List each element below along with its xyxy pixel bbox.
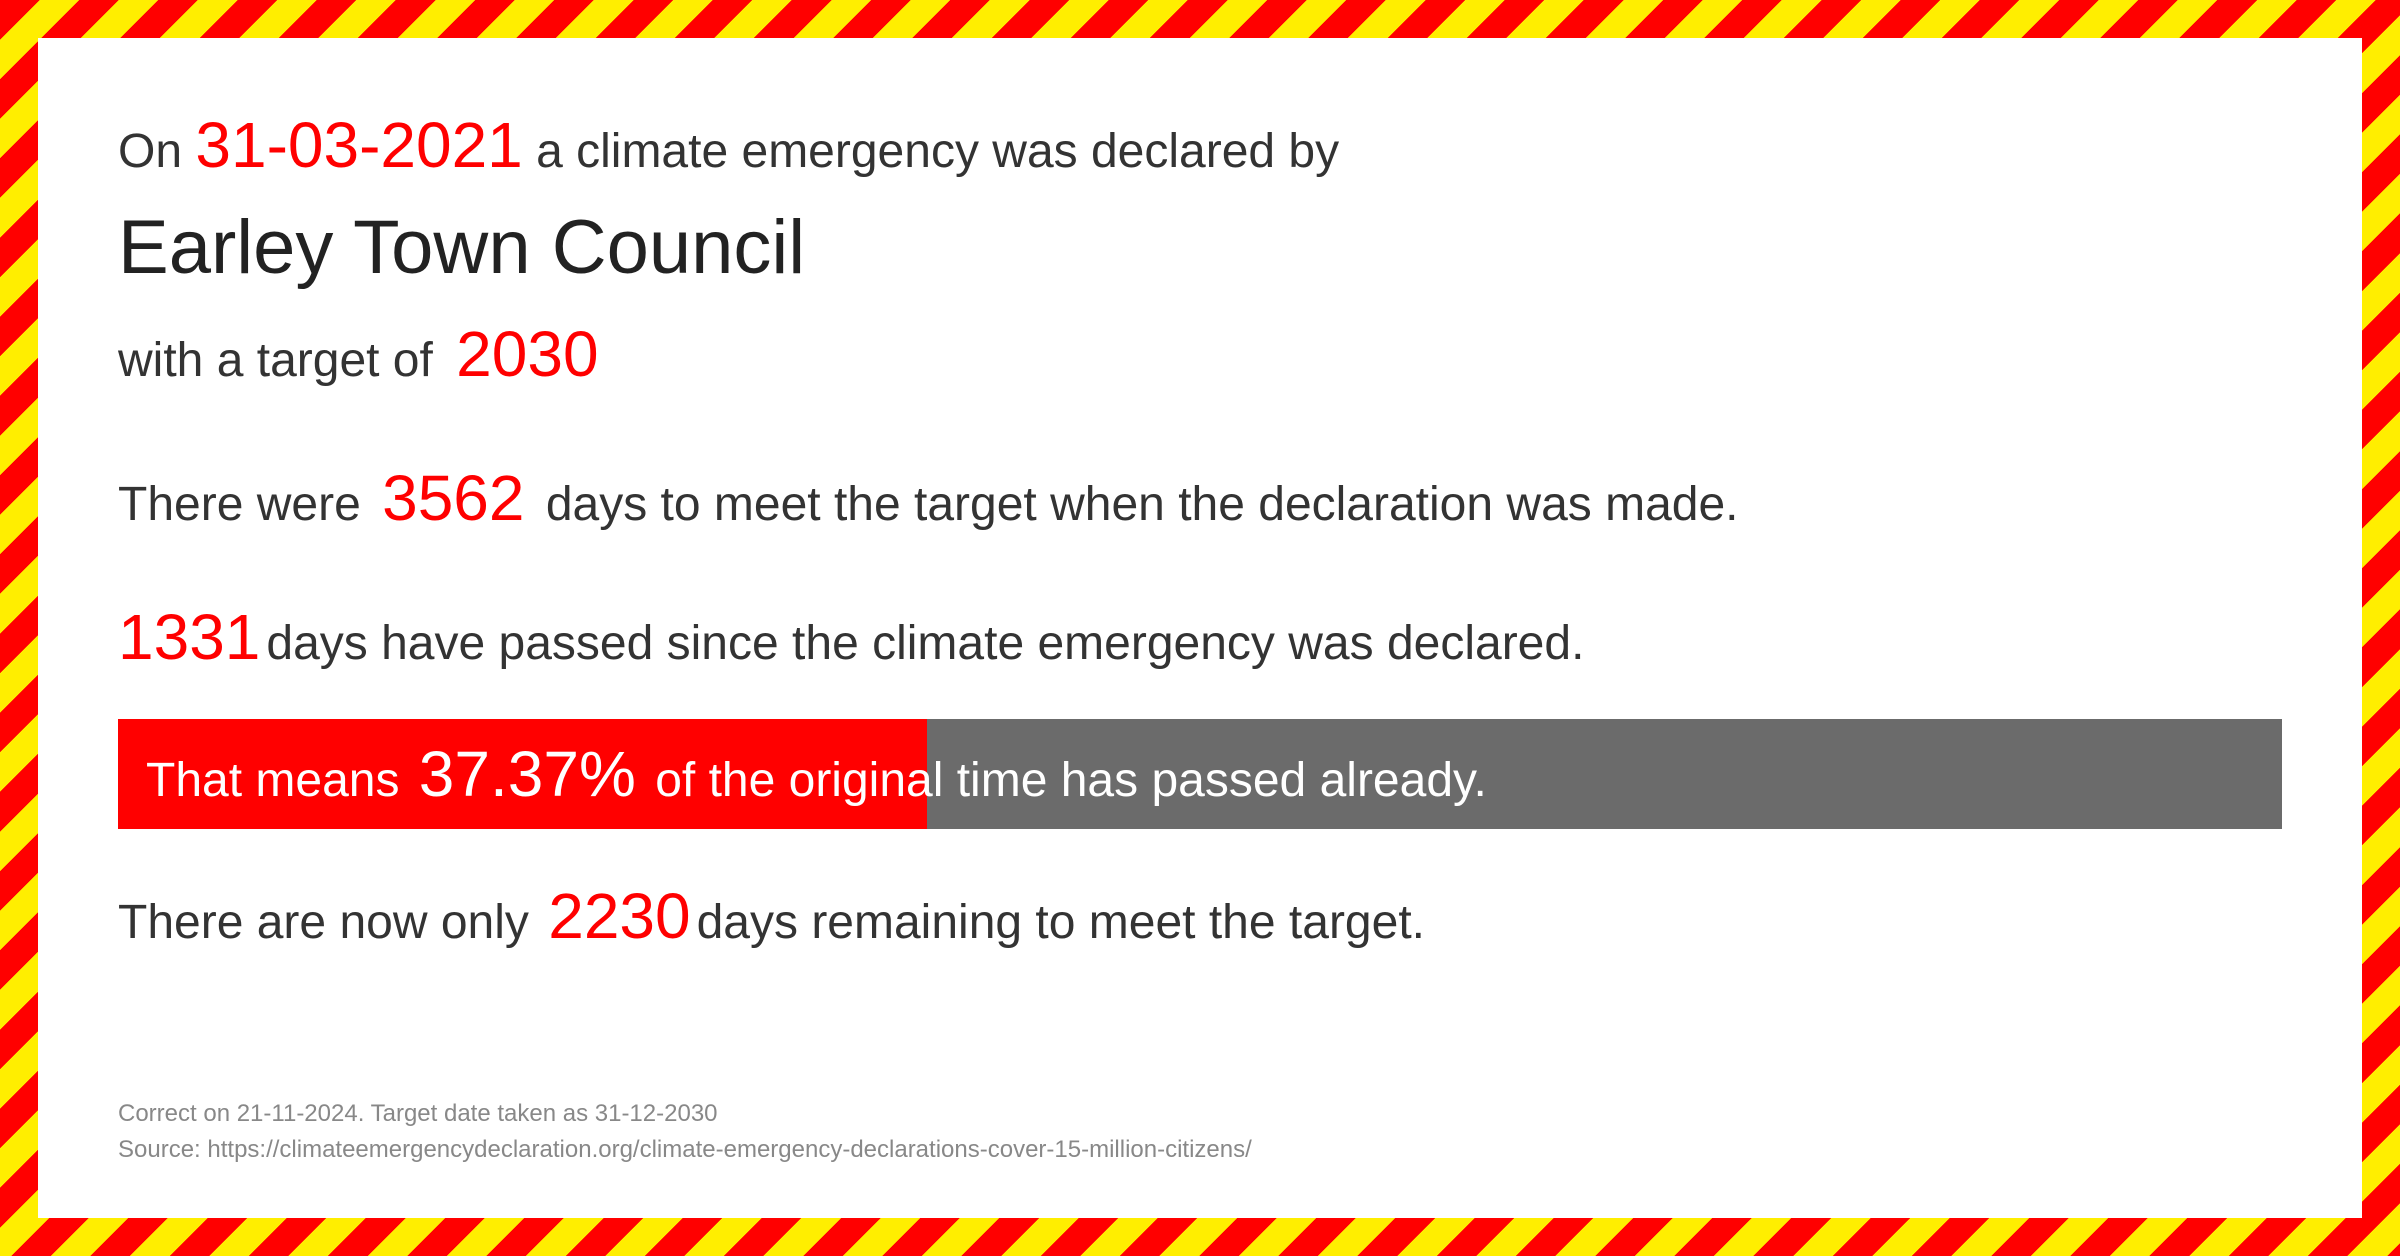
progress-prefix: That means: [146, 754, 413, 807]
progress-suffix: of the original time has passed already.: [642, 754, 1487, 807]
footer-source: Source: https://climateemergencydeclarat…: [118, 1132, 1252, 1168]
days-remaining-line: There are now only 2230days remaining to…: [118, 879, 2282, 953]
days-to-meet-prefix: There were: [118, 478, 374, 531]
days-to-meet-value: 3562: [382, 462, 524, 534]
declaration-line: On 31-03-2021 a climate emergency was de…: [118, 108, 2282, 182]
hazard-border: On 31-03-2021 a climate emergency was de…: [0, 0, 2400, 1256]
footer-notes: Correct on 21-11-2024. Target date taken…: [118, 1096, 1252, 1168]
progress-percent: 37.37%: [419, 738, 636, 810]
days-passed-suffix: days have passed since the climate emerg…: [266, 617, 1584, 670]
days-to-meet-suffix: days to meet the target when the declara…: [532, 478, 1738, 531]
days-remaining-suffix: days remaining to meet the target.: [697, 896, 1425, 949]
days-remaining-value: 2230: [548, 880, 690, 952]
content-panel: On 31-03-2021 a climate emergency was de…: [38, 38, 2362, 1218]
target-line: with a target of 2030: [118, 317, 2282, 391]
progress-bar: That means 37.37% of the original time h…: [118, 719, 2282, 829]
target-prefix: with a target of: [118, 334, 446, 387]
footer-correct-on: Correct on 21-11-2024. Target date taken…: [118, 1096, 1252, 1132]
target-year: 2030: [456, 318, 598, 390]
days-remaining-prefix: There are now only: [118, 896, 542, 949]
council-name: Earley Town Council: [118, 204, 2282, 291]
progress-bar-text: That means 37.37% of the original time h…: [118, 737, 1487, 811]
days-passed-line: 1331days have passed since the climate e…: [118, 600, 2282, 674]
intro-prefix: On: [118, 125, 195, 178]
intro-suffix: a climate emergency was declared by: [523, 125, 1339, 178]
declaration-date: 31-03-2021: [195, 109, 522, 181]
days-passed-value: 1331: [118, 601, 260, 673]
days-to-meet-line: There were 3562 days to meet the target …: [118, 461, 2282, 535]
